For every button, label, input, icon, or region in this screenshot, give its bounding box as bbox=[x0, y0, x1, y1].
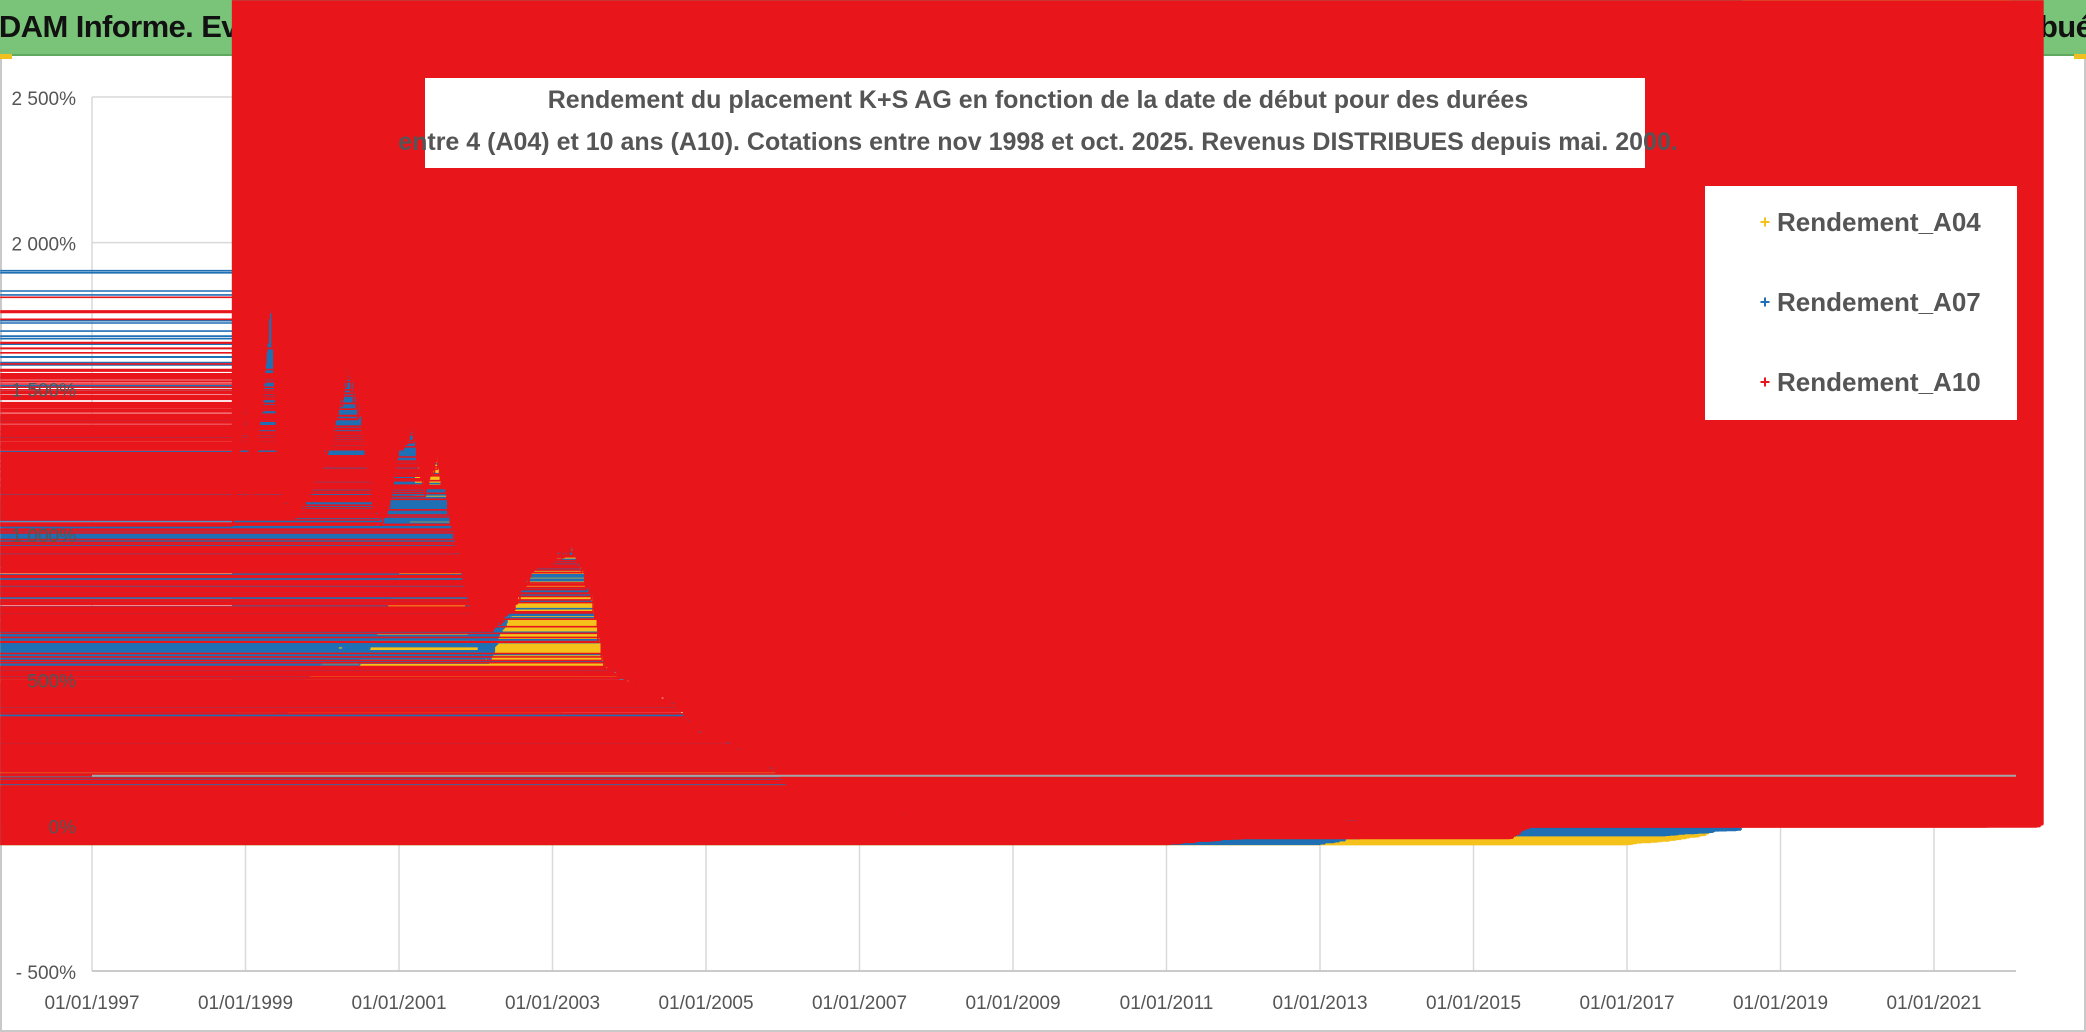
y-tick-label: 0% bbox=[49, 817, 77, 838]
x-tick-label: 01/01/2007 bbox=[812, 993, 907, 1014]
series-Rendement_A10 bbox=[0, 0, 2044, 846]
y-tick-label: 1 500% bbox=[12, 380, 77, 401]
legend-marker bbox=[1760, 217, 1770, 227]
y-tick-label: 2 500% bbox=[12, 89, 77, 110]
corner-mark-right bbox=[2074, 54, 2086, 59]
x-tick-label: 01/01/1997 bbox=[44, 993, 139, 1014]
x-tick-label: 01/01/2019 bbox=[1733, 993, 1828, 1014]
legend-marker bbox=[1760, 377, 1770, 387]
legend-label: Rendement_A10 bbox=[1777, 367, 1981, 397]
legend-marker bbox=[1760, 297, 1770, 307]
x-tick-label: 01/01/2003 bbox=[505, 993, 600, 1014]
series-markers-3 bbox=[0, 0, 2044, 846]
chart-title-line-2: entre 4 (A04) et 10 ans (A10). Cotations… bbox=[398, 128, 1678, 156]
y-axis-ticks: - 500% 0% 500% 1 000% 1 500% 2 000% 2 500% bbox=[12, 89, 77, 984]
y-tick-label: 500% bbox=[27, 672, 76, 693]
legend-label: Rendement_A04 bbox=[1777, 207, 1981, 237]
y-tick-label: - 500% bbox=[16, 963, 76, 984]
x-tick-label: 01/01/2011 bbox=[1120, 993, 1214, 1014]
chart-title: Rendement du placement K+S AG en fonctio… bbox=[398, 78, 1678, 168]
y-tick-label: 2 000% bbox=[12, 235, 77, 256]
y-tick-label: 1 000% bbox=[12, 526, 77, 547]
x-tick-label: 01/01/2015 bbox=[1426, 993, 1521, 1014]
corner-mark-left bbox=[0, 54, 12, 59]
x-axis-ticks: 01/01/1997 01/01/1999 01/01/2001 01/01/2003… bbox=[44, 993, 1981, 1014]
x-tick-label: 01/01/2005 bbox=[658, 993, 753, 1014]
x-tick-label: 01/01/1999 bbox=[198, 993, 293, 1014]
data-points bbox=[0, 0, 2044, 846]
x-tick-label: 01/01/2021 bbox=[1886, 993, 1981, 1014]
x-tick-label: 01/01/2001 bbox=[351, 993, 446, 1014]
chart-title-line-1: Rendement du placement K+S AG en fonctio… bbox=[548, 86, 1528, 114]
x-tick-label: 01/01/2017 bbox=[1579, 993, 1674, 1014]
x-tick-label: 01/01/2013 bbox=[1272, 993, 1367, 1014]
legend-label: Rendement_A07 bbox=[1777, 287, 1981, 317]
x-tick-label: 01/01/2009 bbox=[965, 993, 1060, 1014]
chart-legend: Rendement_A04 Rendement_A07 Rendement_A10 bbox=[1705, 186, 2017, 420]
